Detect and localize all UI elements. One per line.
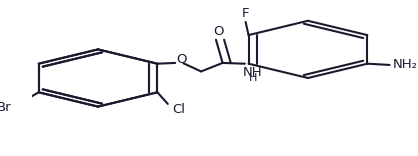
Text: NH: NH — [243, 66, 263, 79]
Text: O: O — [214, 25, 224, 38]
Text: O: O — [176, 53, 187, 66]
Text: NH₂: NH₂ — [393, 58, 418, 71]
Text: H: H — [249, 73, 257, 83]
Text: Br: Br — [0, 101, 12, 114]
Text: F: F — [242, 7, 250, 20]
Text: Cl: Cl — [172, 103, 186, 116]
